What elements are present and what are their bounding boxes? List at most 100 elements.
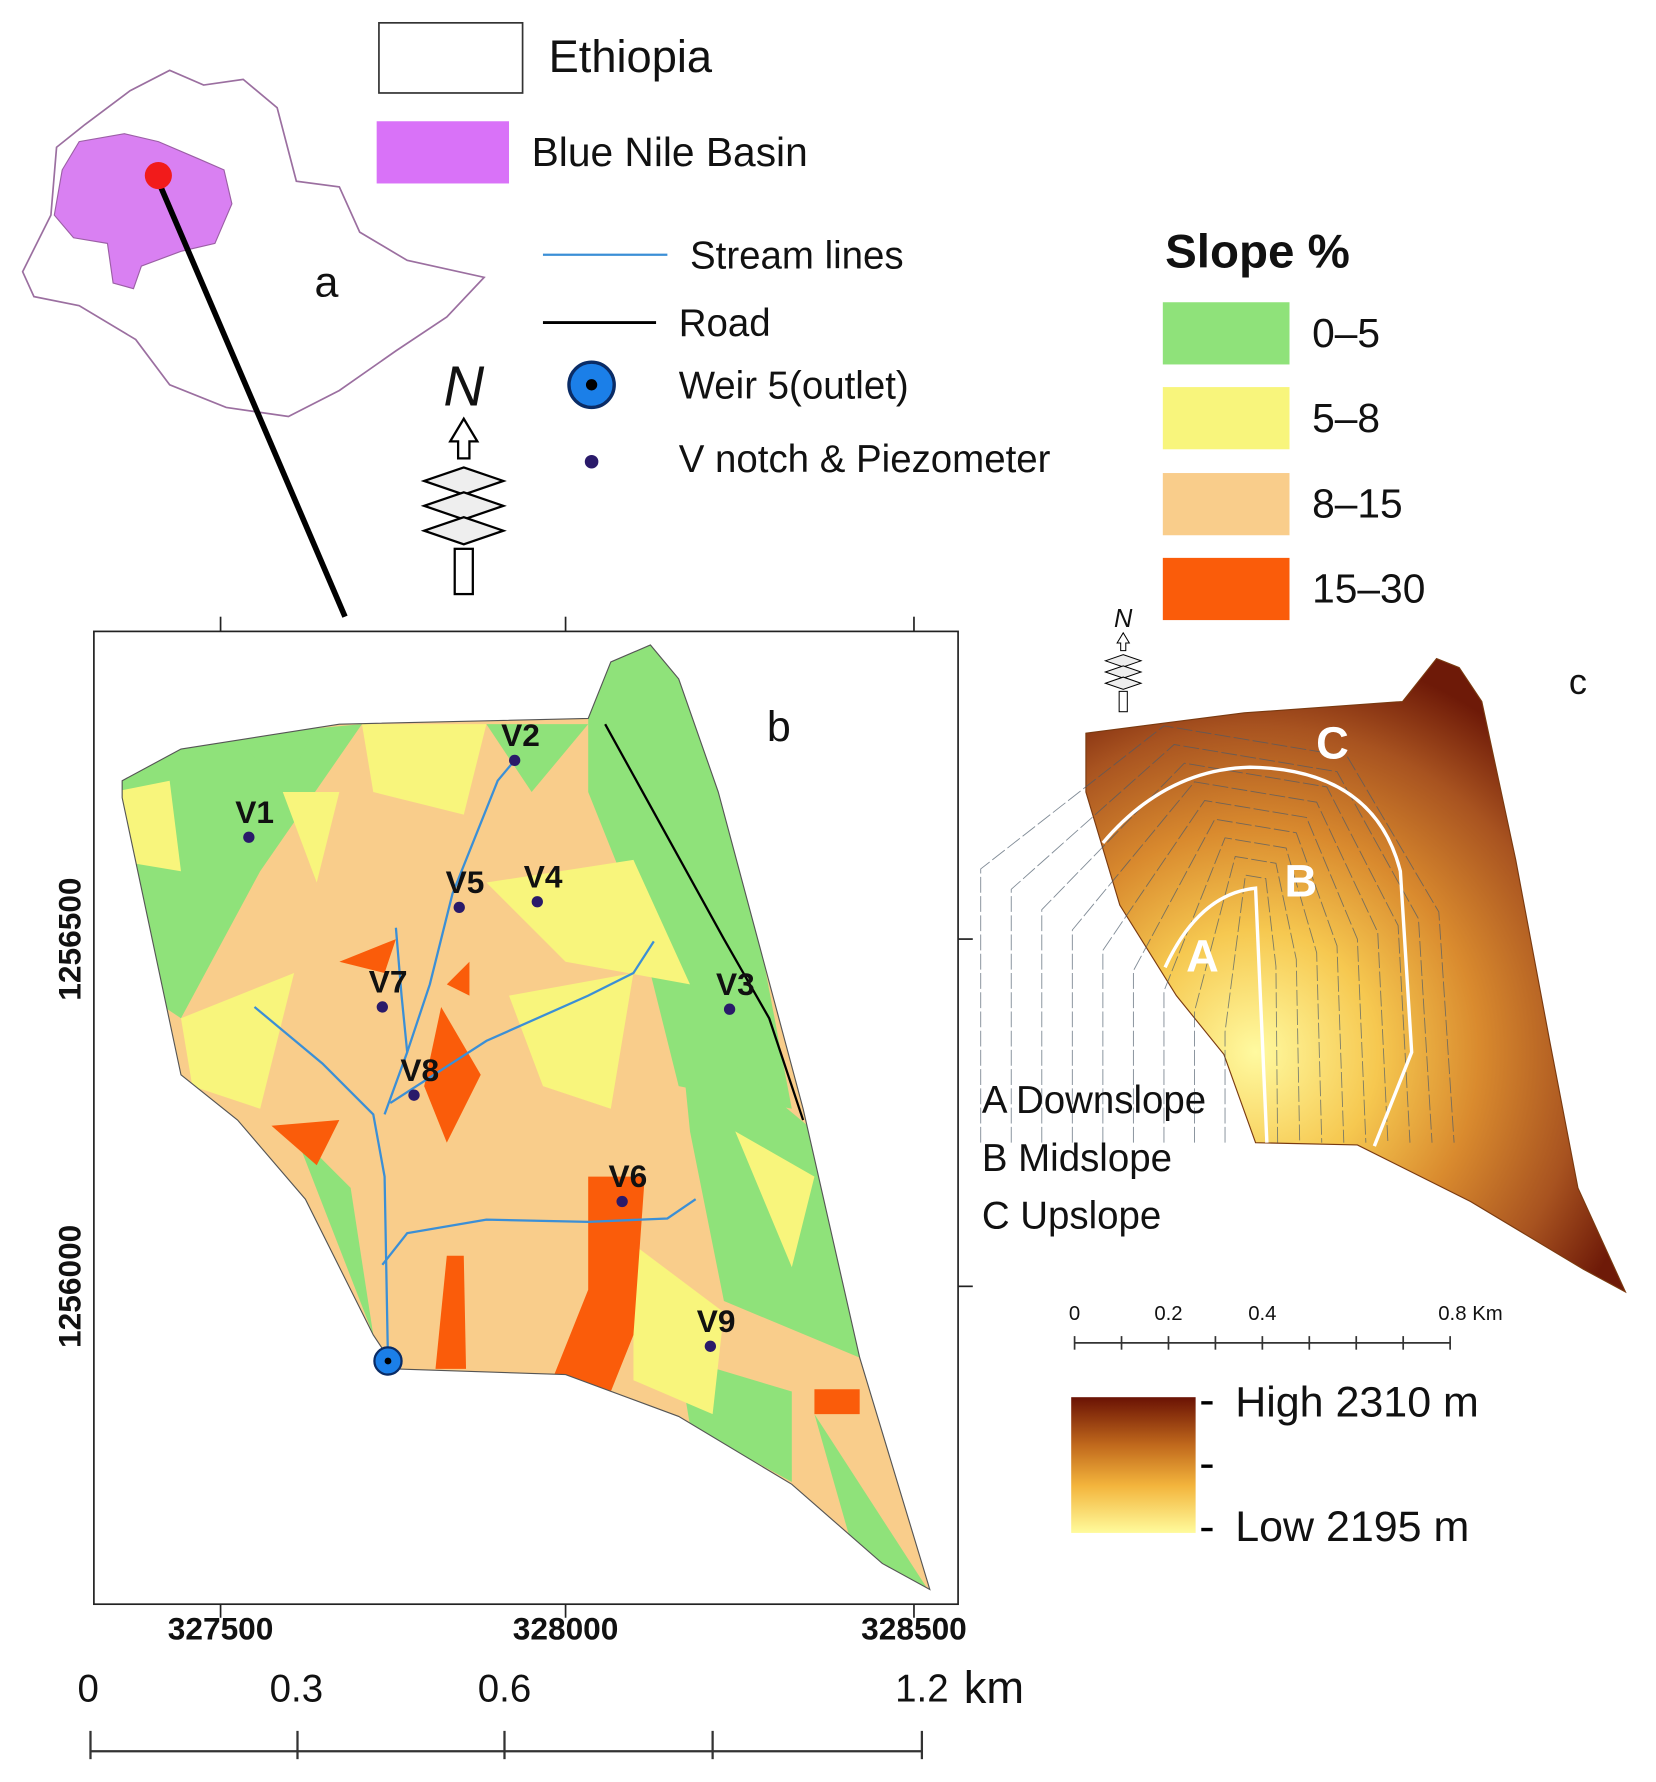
elevation-label: High 2310 m [1235,1378,1479,1426]
legend-label: Ethiopia [549,31,713,82]
y-coordinate-label: 1256000 [52,1225,88,1348]
station [531,896,543,908]
stream-line [383,927,409,1115]
station-label: V5 [446,864,485,900]
slope-patch [486,724,589,793]
panel-label: b [767,703,791,751]
slope-label: 15–30 [1312,566,1425,612]
legend-label: Blue Nile Basin [532,129,808,175]
slope-patch [735,1131,815,1268]
slope-patch [814,1389,860,1415]
slope-patch [435,1255,467,1369]
north-stack [420,491,507,521]
north-arrow [448,416,480,460]
scale-label: 0.6 [478,1667,531,1710]
scale-label: 0.4 [1248,1303,1276,1325]
slope-label: 0–5 [1312,310,1380,356]
slope-patch [271,1120,340,1166]
station [509,754,521,767]
station-label: V1 [235,794,274,830]
legend-label: V notch & Piezometer [679,438,1051,481]
station [243,831,255,843]
study-site [144,161,172,190]
slope-patch [180,973,295,1109]
weir-outlet-dot [384,1357,392,1365]
station [408,1089,420,1101]
legend-label: Road [679,302,771,345]
locator-line [155,180,348,618]
station-label: V3 [716,966,755,1002]
station-label: V7 [369,964,408,1000]
legend-label: Weir 5(outlet) [679,364,909,407]
station-label: V2 [501,717,540,753]
slope-patch [424,1006,481,1143]
elevation-label: Low 2195 m [1235,1503,1469,1551]
scale-label: 0 [1069,1303,1080,1325]
stream-line [381,1198,697,1266]
scale-label: 0.8 Km [1438,1303,1503,1325]
slope-swatch [1162,302,1290,365]
scale-label: 0 [78,1667,99,1710]
contour-line [1194,855,1301,1143]
station-label: V6 [609,1158,648,1194]
slope-swatch [1162,473,1290,536]
station-label: V9 [697,1303,736,1339]
slope-patch [633,1244,724,1415]
x-coordinate-label: 327500 [168,1611,274,1647]
scale-label: 0.2 [1154,1303,1182,1325]
north-stack [420,466,507,496]
legend-swatch [376,121,510,184]
slope-patch [226,724,317,793]
north-stack [1103,654,1143,668]
north-label: N [443,354,484,417]
contour-line [1163,837,1323,1143]
slope-swatch [1162,387,1290,450]
contour-line [1224,874,1279,1143]
slope-swatch [1162,557,1290,621]
legend-weir-dot [585,379,598,391]
zone-legend: A Downslope [982,1079,1206,1122]
legend-swatch [378,21,524,94]
elevation-ramp [1071,1397,1196,1533]
north-tail [1118,690,1128,713]
y-coordinate-label: 1256500 [52,877,88,1000]
zone-label: C [1316,718,1349,769]
north-arrow [1116,631,1131,652]
slope-patch [486,859,690,985]
contour-line [1041,762,1411,1143]
panel-label: c [1569,661,1587,702]
stream-line [389,940,655,1105]
north-stack [1103,665,1143,679]
zone-label: B [1284,856,1317,907]
station [723,1003,736,1015]
contour-line [1132,818,1345,1143]
zone-label: A [1186,930,1219,981]
legend-station [584,454,599,469]
slope-label: 8–15 [1312,481,1403,527]
zone-legend: C Upslope [982,1195,1161,1238]
north-stack [420,515,507,546]
slope-patch [814,1414,930,1590]
contour-line [980,725,1455,1143]
panel-label: a [314,259,338,307]
station-label: V4 [524,858,563,894]
zone-legend: B Midslope [982,1137,1172,1180]
contour-line [1010,744,1433,1143]
station [453,901,465,914]
elevation-map [1085,657,1627,1294]
slope-patch [361,724,487,815]
watershed-outline [121,644,931,1591]
contour-line [1102,800,1367,1143]
station-label: V8 [400,1052,439,1088]
zone-boundary [1163,886,1269,1143]
slope-patch [588,644,792,1109]
north-stack [1103,676,1143,690]
zone-boundary [1101,765,1414,1147]
slope-patch [339,939,396,974]
station [704,1340,717,1352]
slope-patch [282,792,340,883]
station [376,1001,388,1013]
contours [980,725,1455,1143]
